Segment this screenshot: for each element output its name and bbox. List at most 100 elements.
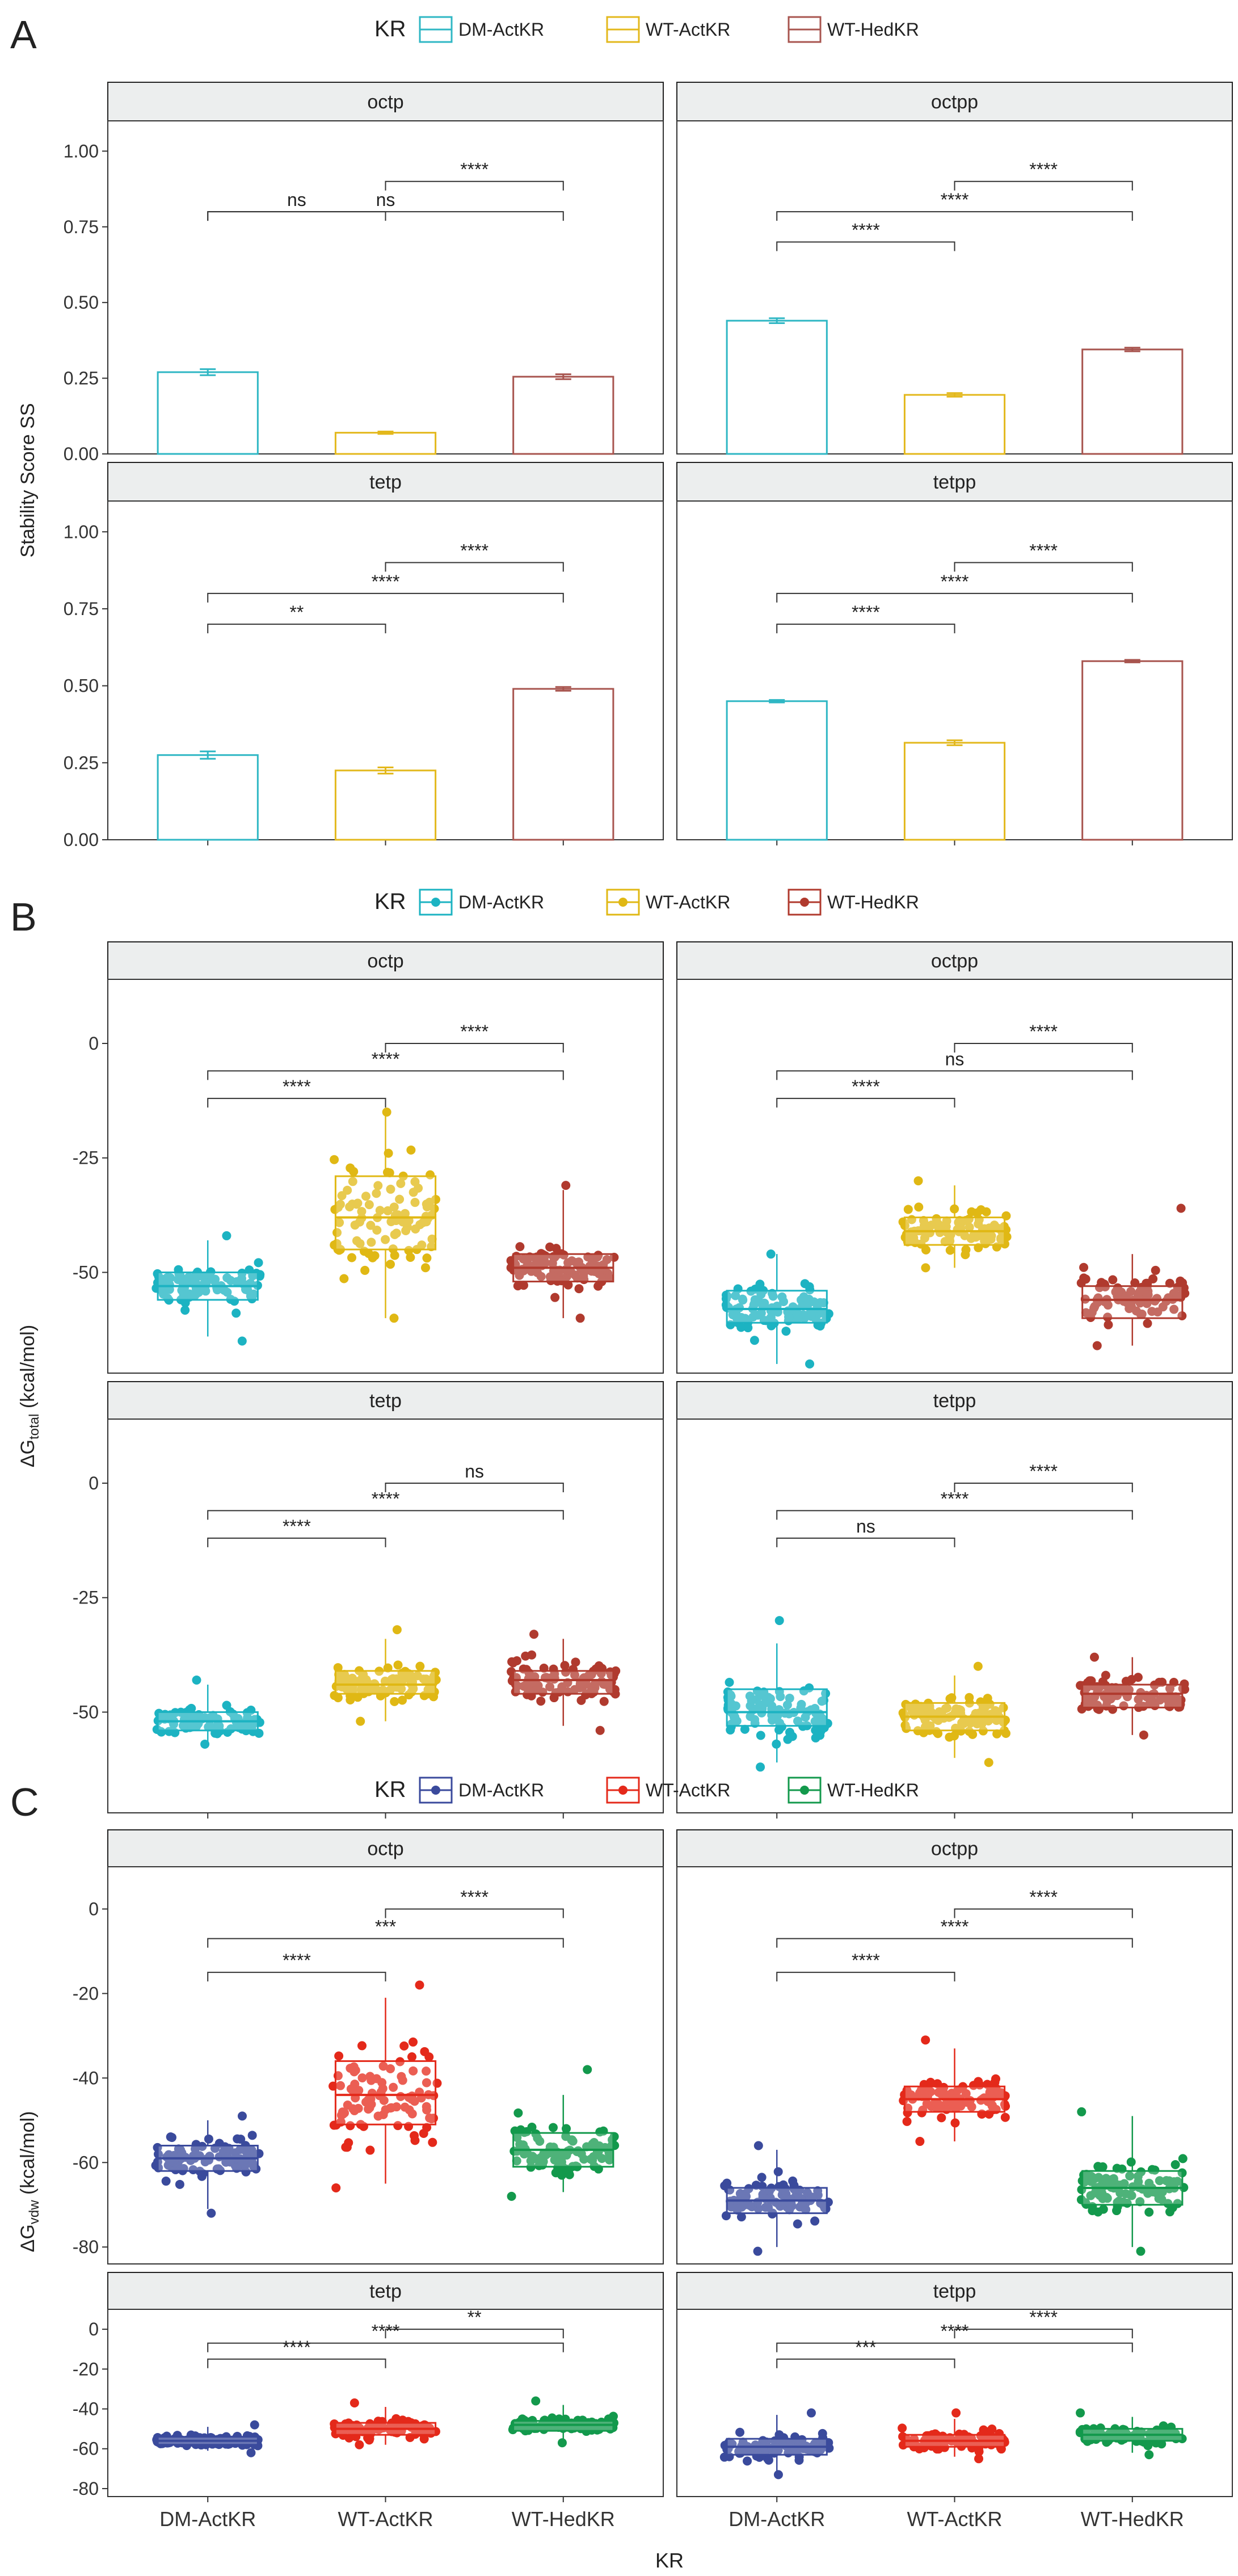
data-point: [349, 2398, 359, 2407]
facet-octp: octp 0.00 0.25 0.50 0.75 1.00 ns **** ns: [64, 82, 664, 464]
y-tick-label: -60: [73, 2439, 99, 2459]
data-point: [425, 1197, 435, 1207]
significance-bracket: [207, 1537, 386, 1547]
data-point: [1089, 1652, 1099, 1662]
data-point: [427, 1234, 437, 1244]
legend-key-point: [618, 1786, 628, 1795]
legend-label: WT-HedKR: [827, 1780, 919, 1800]
significance-label: ****: [460, 1021, 489, 1042]
data-point: [972, 1208, 982, 1218]
data-point: [991, 2074, 1000, 2083]
data-point: [1112, 2206, 1122, 2216]
significance-bracket: [954, 562, 1133, 572]
data-point: [173, 1275, 183, 1285]
data-point: [375, 1206, 385, 1215]
data-point: [992, 1729, 1002, 1739]
data-point: [796, 1703, 806, 1713]
data-point: [590, 1266, 600, 1276]
significance-bracket: [954, 1042, 1133, 1053]
y-tick-label: -80: [73, 2237, 99, 2257]
data-point: [337, 1191, 347, 1201]
significance-bracket: [385, 1042, 564, 1053]
significance-label: ****: [1029, 159, 1058, 180]
data-point: [735, 2427, 745, 2437]
significance-label: ****: [941, 190, 969, 210]
significance-bracket: [207, 1097, 386, 1108]
data-point: [748, 1312, 758, 1322]
facet-strip: [107, 941, 664, 980]
data-point: [817, 1697, 827, 1706]
data-point: [156, 1727, 166, 1736]
y-axis-title-tail: (kcal/mol): [17, 2111, 39, 2200]
box-WT-HedKR: [1081, 1285, 1184, 1319]
data-point: [1170, 2160, 1180, 2169]
data-point: [961, 1245, 971, 1255]
y-axis-title-tail: (kcal/mol): [17, 1325, 39, 1414]
data-point: [361, 1192, 370, 1201]
data-point: [389, 1202, 399, 1212]
facet-strip: [676, 1381, 1233, 1420]
facet-plot-area: [107, 500, 664, 840]
significance-bracket: [776, 592, 1133, 603]
data-point: [1000, 2112, 1010, 2122]
data-point: [401, 1673, 410, 1683]
data-point: [1077, 2107, 1087, 2116]
data-point: [1143, 2441, 1153, 2451]
panel-C: C KR DM-ActKR WT-ActKR WT-HedKR ΔGvdw (kcal/m…: [10, 1777, 1233, 2531]
data-point: [521, 1651, 530, 1661]
box-WT-ActKR: [334, 1175, 437, 1251]
data-point: [415, 1980, 424, 1990]
data-point: [395, 1194, 405, 1204]
y-axis-title-sub: total: [27, 1414, 42, 1439]
data-point: [1093, 2162, 1103, 2171]
data-point: [390, 1251, 399, 1260]
data-point: [1108, 1275, 1118, 1285]
legend-label: WT-HedKR: [827, 19, 919, 40]
data-point: [921, 2035, 930, 2045]
data-point: [390, 1697, 399, 1706]
data-point: [166, 1273, 175, 1283]
legend-key-point: [800, 898, 809, 907]
legend-title: KR: [374, 1777, 406, 1802]
facet-tetpp: tetpp **** **** ****: [676, 462, 1233, 845]
box-WT-HedKR: [1081, 1683, 1184, 1708]
data-point: [561, 1181, 571, 1190]
data-point: [355, 2440, 364, 2449]
significance-label: ****: [941, 1917, 969, 1937]
legend-key-point: [431, 898, 440, 907]
data-point: [920, 1715, 930, 1725]
data-point: [419, 2128, 428, 2138]
x-tick-label: WT-HedKR: [512, 2507, 615, 2531]
data-point: [246, 2448, 256, 2457]
data-point: [593, 1281, 603, 1291]
data-point: [749, 1299, 759, 1308]
significance-label: ns: [465, 1461, 484, 1481]
data-point: [339, 1274, 349, 1283]
data-point: [350, 1220, 360, 1230]
data-point: [1079, 1262, 1089, 1272]
data-point: [205, 1713, 214, 1723]
data-point: [764, 2455, 773, 2465]
data-point: [1178, 2154, 1188, 2163]
y-tick-label: -40: [73, 2399, 99, 2419]
data-point: [913, 1176, 923, 1186]
data-point: [248, 1271, 258, 1281]
data-point: [563, 1280, 573, 1290]
data-point: [410, 1198, 420, 1207]
data-point: [381, 1688, 390, 1698]
data-point: [1143, 1319, 1152, 1328]
significance-bracket: [776, 241, 955, 251]
data-point: [357, 2041, 367, 2051]
facet-title: tetpp: [933, 2281, 976, 2303]
significance-bracket: [385, 1482, 564, 1492]
box-WT-HedKR: [512, 1670, 614, 1695]
data-point: [784, 1312, 794, 1322]
data-point: [996, 1234, 1006, 1244]
data-point: [373, 1181, 383, 1190]
data-point: [726, 1725, 735, 1735]
significance-label: ****: [1029, 1887, 1058, 1907]
data-point: [515, 1270, 524, 1280]
data-point: [346, 1695, 355, 1705]
data-point: [414, 1184, 423, 1193]
